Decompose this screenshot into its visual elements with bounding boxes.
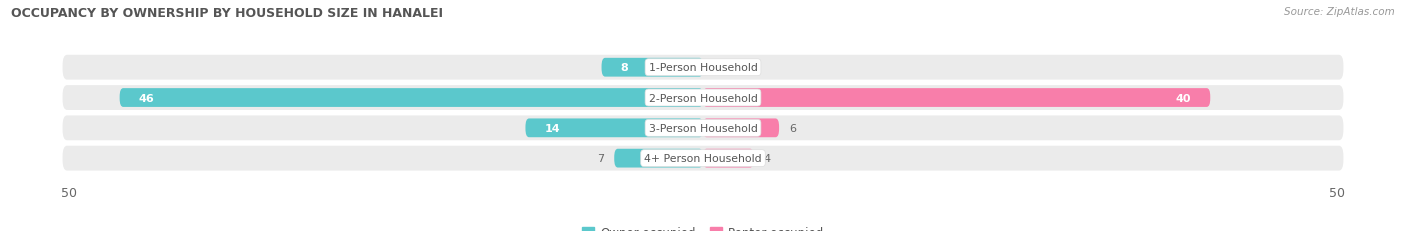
Text: 14: 14 (544, 123, 560, 133)
FancyBboxPatch shape (703, 89, 1211, 107)
Text: 4: 4 (763, 153, 770, 163)
FancyBboxPatch shape (63, 86, 1343, 110)
Text: 40: 40 (1175, 93, 1191, 103)
FancyBboxPatch shape (602, 59, 703, 77)
Text: 7: 7 (598, 153, 605, 163)
Text: 4+ Person Household: 4+ Person Household (644, 153, 762, 163)
FancyBboxPatch shape (63, 55, 1343, 80)
FancyBboxPatch shape (703, 149, 754, 168)
Text: 1-Person Household: 1-Person Household (648, 63, 758, 73)
FancyBboxPatch shape (614, 149, 703, 168)
Text: Source: ZipAtlas.com: Source: ZipAtlas.com (1284, 7, 1395, 17)
FancyBboxPatch shape (120, 89, 703, 107)
FancyBboxPatch shape (703, 119, 779, 138)
Text: 8: 8 (620, 63, 628, 73)
FancyBboxPatch shape (63, 116, 1343, 141)
Text: 6: 6 (789, 123, 796, 133)
Text: OCCUPANCY BY OWNERSHIP BY HOUSEHOLD SIZE IN HANALEI: OCCUPANCY BY OWNERSHIP BY HOUSEHOLD SIZE… (11, 7, 443, 20)
FancyBboxPatch shape (526, 119, 703, 138)
Text: 2-Person Household: 2-Person Household (648, 93, 758, 103)
FancyBboxPatch shape (63, 146, 1343, 171)
Legend: Owner-occupied, Renter-occupied: Owner-occupied, Renter-occupied (578, 222, 828, 231)
Text: 46: 46 (139, 93, 155, 103)
Text: 0: 0 (713, 63, 720, 73)
Text: 3-Person Household: 3-Person Household (648, 123, 758, 133)
